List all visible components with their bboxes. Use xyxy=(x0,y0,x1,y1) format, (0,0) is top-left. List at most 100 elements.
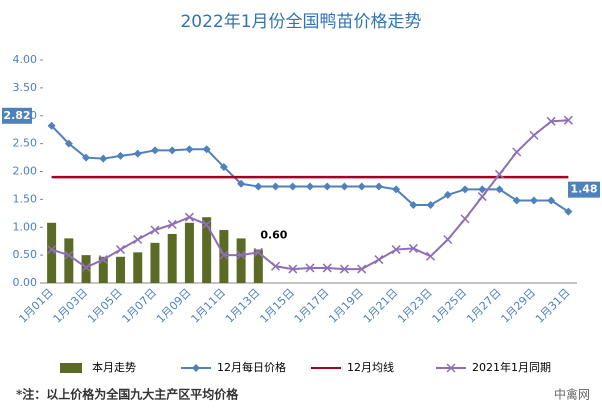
marker xyxy=(98,255,108,265)
marker xyxy=(167,219,177,229)
marker xyxy=(495,185,504,194)
marker xyxy=(391,245,401,255)
marker xyxy=(253,247,263,257)
marker xyxy=(443,190,452,199)
bar xyxy=(219,230,229,283)
marker xyxy=(81,262,91,272)
data-label-box xyxy=(2,107,32,124)
marker xyxy=(323,182,332,191)
marker xyxy=(529,130,539,140)
legend-marker xyxy=(446,363,456,373)
marker xyxy=(426,200,435,209)
marker xyxy=(64,139,73,148)
bar xyxy=(47,222,57,283)
marker xyxy=(288,264,298,274)
x-tick-label: 1月03日 xyxy=(51,286,91,326)
marker xyxy=(150,225,160,235)
marker xyxy=(306,182,314,191)
marker xyxy=(47,245,57,255)
legend-label: 本月走势 xyxy=(92,360,136,374)
chart-title: 2022年1月份全国鸭苗价格走势 xyxy=(180,12,421,32)
footnote: *注：以上价格为全国九大主产区平均价格 xyxy=(16,387,239,402)
marker xyxy=(47,121,56,130)
x-tick-label: 1月05日 xyxy=(85,286,125,326)
legend-label: 2021年1月同期 xyxy=(472,360,551,374)
marker xyxy=(237,179,246,188)
legend-swatch xyxy=(60,363,82,373)
marker xyxy=(82,153,91,162)
y-tick-label: 1.50 xyxy=(13,192,38,205)
marker xyxy=(563,115,573,125)
x-tick-label: 1月07日 xyxy=(120,286,160,326)
marker xyxy=(99,154,108,163)
marker xyxy=(185,145,194,154)
line xyxy=(50,125,569,213)
x-tick-label: 1月01日 xyxy=(16,286,56,326)
x-tick-label: 1月31日 xyxy=(533,286,573,326)
marker xyxy=(339,264,349,274)
marker xyxy=(443,234,453,245)
x-tick-label: 1月11日 xyxy=(189,286,229,326)
bar xyxy=(98,256,108,283)
bar xyxy=(236,238,246,283)
marker xyxy=(133,149,142,158)
marker xyxy=(546,116,556,126)
bar xyxy=(64,238,74,283)
marker xyxy=(461,185,470,194)
y-tick-label: 3.50 xyxy=(13,81,38,94)
marker xyxy=(64,250,74,260)
marker xyxy=(288,182,297,191)
marker xyxy=(115,245,126,255)
marker xyxy=(494,169,505,179)
bar xyxy=(81,255,91,283)
bar xyxy=(150,242,160,283)
x-tick-label: 1月09日 xyxy=(154,286,194,326)
marker xyxy=(236,250,246,260)
marker xyxy=(512,147,522,157)
y-tick-label: 2.50 xyxy=(13,137,38,150)
x-tick-label: 1月21日 xyxy=(361,286,401,326)
data-label: 2.82 xyxy=(3,109,30,122)
line xyxy=(51,119,569,271)
marker xyxy=(547,196,556,205)
marker xyxy=(564,207,573,216)
marker xyxy=(374,255,384,265)
marker xyxy=(322,263,332,273)
marker xyxy=(340,182,349,191)
bar xyxy=(202,217,212,283)
legend-label: 12月每日价格 xyxy=(217,360,286,374)
marker xyxy=(478,185,487,194)
marker xyxy=(219,163,228,172)
marker xyxy=(202,219,212,229)
marker xyxy=(254,182,263,191)
marker xyxy=(512,196,521,205)
marker xyxy=(409,200,418,209)
marker xyxy=(168,146,177,155)
brand: 中禽网 xyxy=(554,387,590,402)
y-tick-label: 2.00 xyxy=(13,165,38,178)
marker xyxy=(357,264,367,274)
bar xyxy=(167,233,177,283)
x-tick-label: 1月23日 xyxy=(395,286,435,326)
x-tick-label: 1月15日 xyxy=(257,286,297,326)
marker xyxy=(202,145,211,154)
marker xyxy=(408,243,418,253)
x-tick-label: 1月19日 xyxy=(326,286,366,326)
marker xyxy=(460,214,470,224)
marker xyxy=(529,196,538,205)
bar xyxy=(116,256,126,283)
x-tick-label: 1月13日 xyxy=(223,286,263,326)
marker xyxy=(133,234,143,245)
y-tick-label: 0.00 xyxy=(13,276,38,289)
x-tick-label: 1月25日 xyxy=(430,286,470,326)
legend-marker xyxy=(192,364,200,372)
marker xyxy=(426,251,436,261)
bar xyxy=(253,249,263,283)
annotation-box xyxy=(568,181,600,198)
data-label: 0.60 xyxy=(260,229,287,242)
marker xyxy=(305,263,315,273)
legend-label: 12月均线 xyxy=(347,360,394,374)
marker xyxy=(150,146,159,155)
marker xyxy=(184,212,194,222)
